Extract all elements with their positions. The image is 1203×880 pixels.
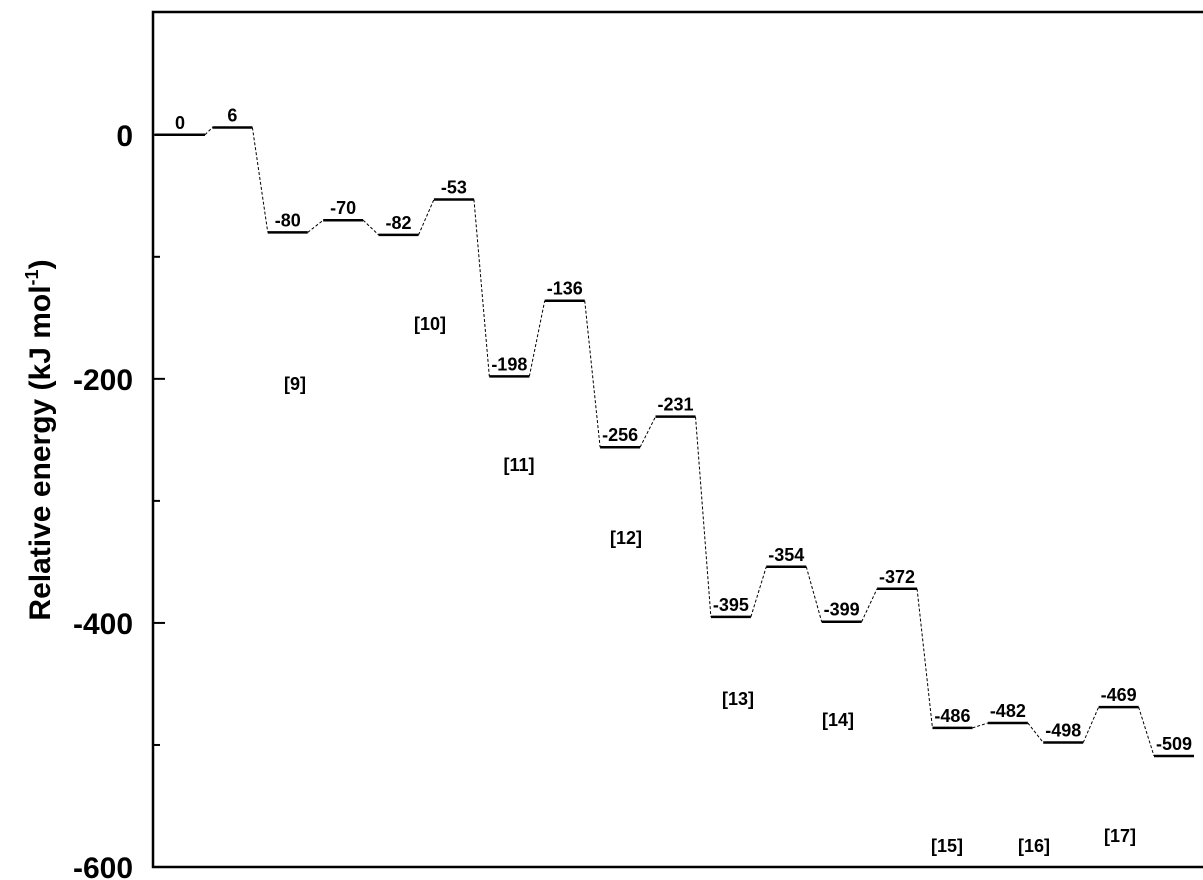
- level-label: -399: [824, 600, 860, 620]
- level-label: -482: [990, 701, 1026, 721]
- plot-frame: [151, 10, 1203, 869]
- level-label: -395: [713, 595, 749, 615]
- y-tick-label: 0: [116, 120, 133, 153]
- y-tick-label: -200: [73, 364, 133, 397]
- level-label: -80: [275, 210, 301, 230]
- structure-label: [17]: [1104, 826, 1136, 846]
- connector: [251, 127, 269, 233]
- connector: [695, 416, 712, 617]
- level-label: -231: [657, 395, 693, 415]
- level-label: -70: [330, 198, 356, 218]
- level-label: -469: [1101, 685, 1137, 705]
- structure-label: [12]: [610, 528, 642, 548]
- level-label: -53: [441, 177, 467, 197]
- y-label-sup: -1: [22, 269, 42, 285]
- y-tick-label: -400: [73, 608, 133, 641]
- structure-label: [16]: [1018, 836, 1050, 856]
- connector: [362, 219, 379, 236]
- y-tick-label: -600: [73, 852, 133, 880]
- connector: [972, 722, 988, 729]
- connector: [473, 199, 490, 377]
- level-label: -136: [547, 279, 583, 299]
- connector: [307, 219, 324, 233]
- y-label: Relative energy (kJ mol: [24, 285, 57, 620]
- structure-label: [14]: [822, 710, 854, 730]
- connector: [916, 588, 933, 728]
- level-label: -198: [491, 354, 527, 374]
- level-label: 0: [175, 113, 185, 133]
- connector: [528, 300, 546, 377]
- connector: [1027, 722, 1044, 743]
- structure-label: [9]: [284, 374, 306, 394]
- connector: [639, 416, 656, 448]
- level-label: 6: [227, 105, 237, 125]
- level-label: -486: [934, 706, 970, 726]
- level-label: -82: [386, 213, 412, 233]
- connector: [1082, 706, 1100, 743]
- level-label: -509: [1156, 734, 1192, 754]
- connector: [418, 199, 435, 236]
- y-label-end: ): [24, 259, 57, 269]
- connector: [805, 566, 823, 622]
- structure-label: [11]: [503, 455, 534, 475]
- structure-label: [15]: [931, 836, 963, 856]
- connector: [1138, 706, 1155, 757]
- level-label: -256: [602, 425, 638, 445]
- level-label: -354: [768, 545, 804, 565]
- connector: [750, 566, 767, 617]
- structure-label: [10]: [414, 314, 446, 334]
- y-axis-title: Relative energy (kJ mol-1): [22, 259, 57, 620]
- level-label: -498: [1045, 721, 1081, 741]
- connector: [861, 588, 878, 622]
- connector: [584, 300, 601, 448]
- level-label: -372: [879, 567, 915, 587]
- connector: [204, 127, 213, 136]
- structure-label: [13]: [722, 689, 754, 709]
